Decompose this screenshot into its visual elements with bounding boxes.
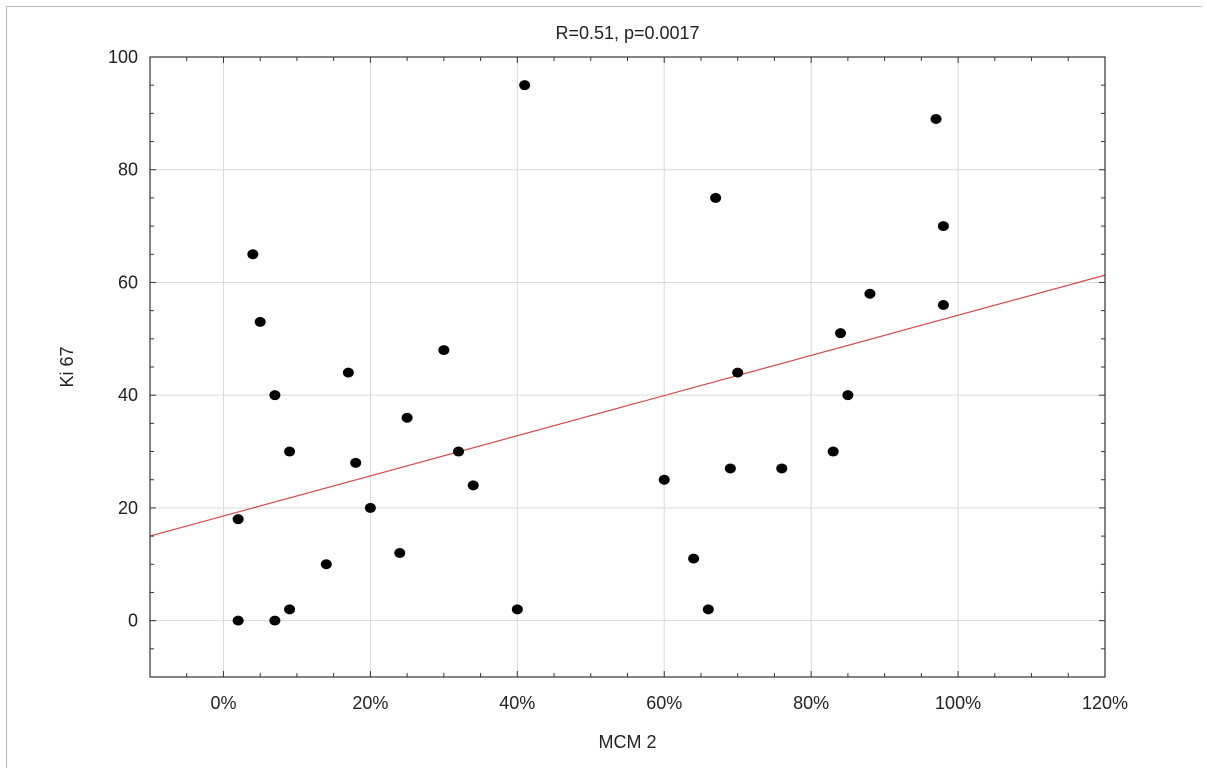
data-point-24 — [732, 367, 744, 378]
x-tick-label-4: 80% — [793, 693, 829, 713]
data-point-4 — [269, 390, 281, 401]
data-point-13 — [401, 412, 413, 423]
axis-ticks — [149, 56, 1106, 678]
grid-lines — [150, 57, 1105, 677]
plot-area-border — [149, 56, 1106, 678]
data-point-28 — [842, 390, 854, 401]
x-axis-label: MCM 2 — [599, 732, 657, 752]
chart-frame: 0% 20% 40% 60% 80% 100% 120% 0 20 40 60 80 100 R=0.… — [6, 6, 1202, 768]
data-point-9 — [342, 367, 354, 378]
y-tick-label-0: 0 — [128, 611, 138, 631]
data-point-22 — [710, 192, 722, 203]
data-point-2 — [247, 249, 259, 260]
data-point-14 — [438, 345, 450, 356]
scatter-chart: 0% 20% 40% 60% 80% 100% 120% 0 20 40 60 80 100 R=0.… — [57, 23, 1128, 752]
y-tick-label-2: 40 — [118, 385, 138, 405]
regression-line — [149, 274, 1106, 537]
y-tick-label-1: 20 — [118, 498, 138, 518]
data-point-18 — [519, 80, 531, 91]
y-tick-label-3: 60 — [118, 272, 138, 292]
y-axis-label: Ki 67 — [57, 346, 77, 387]
chart-title: R=0.51, p=0.0017 — [555, 23, 699, 43]
data-point-29 — [864, 288, 876, 299]
x-tick-label-3: 60% — [646, 693, 682, 713]
data-point-1 — [232, 615, 244, 626]
y-tick-labels: 0 20 40 60 80 100 — [108, 47, 138, 631]
data-point-0 — [232, 514, 244, 525]
data-point-19 — [658, 474, 670, 485]
data-point-31 — [937, 221, 949, 232]
x-tick-label-5: 100% — [935, 693, 981, 713]
data-point-23 — [724, 463, 736, 474]
data-point-17 — [511, 604, 523, 615]
x-tick-label-1: 20% — [352, 693, 388, 713]
data-point-7 — [284, 604, 296, 615]
data-point-30 — [930, 114, 942, 124]
data-point-10 — [350, 457, 362, 468]
data-points — [232, 80, 949, 626]
data-point-16 — [467, 480, 479, 491]
data-point-27 — [835, 328, 847, 339]
x-tick-label-6: 120% — [1082, 693, 1128, 713]
data-point-25 — [776, 463, 788, 474]
data-point-3 — [254, 316, 266, 327]
data-point-32 — [937, 300, 949, 310]
data-point-11 — [364, 502, 376, 513]
data-point-26 — [827, 446, 839, 457]
x-tick-label-2: 40% — [499, 693, 535, 713]
data-point-21 — [702, 604, 714, 615]
data-point-5 — [269, 615, 281, 626]
y-tick-label-5: 100 — [108, 47, 138, 67]
data-point-15 — [453, 446, 465, 457]
data-point-8 — [320, 559, 332, 570]
data-point-6 — [284, 446, 296, 457]
data-point-20 — [688, 553, 700, 564]
x-tick-label-0: 0% — [210, 693, 236, 713]
y-tick-label-4: 80 — [118, 160, 138, 180]
data-point-12 — [394, 548, 406, 558]
x-tick-labels: 0% 20% 40% 60% 80% 100% 120% — [210, 693, 1128, 713]
